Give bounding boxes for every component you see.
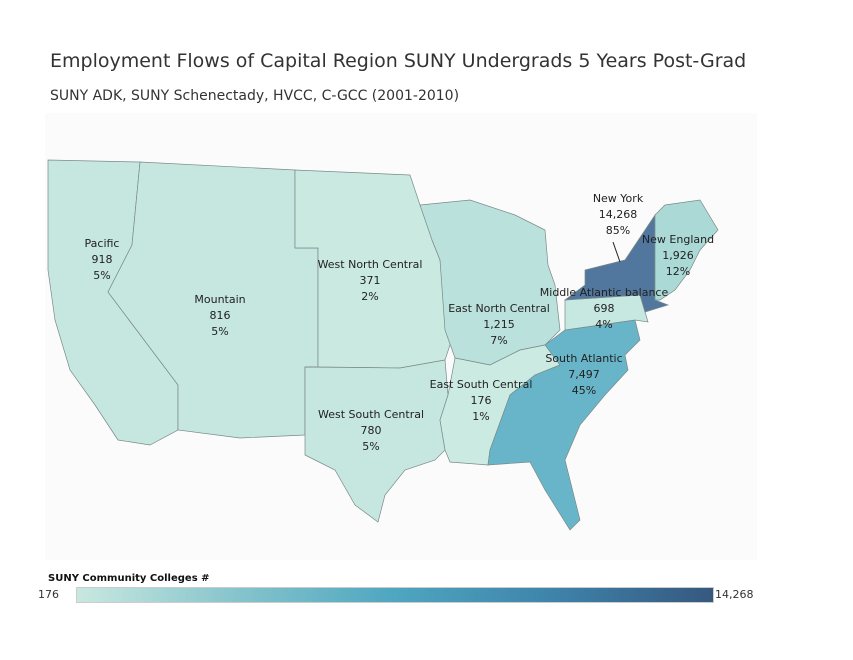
chart-subtitle: SUNY ADK, SUNY Schenectady, HVCC, C-GCC … <box>50 88 460 104</box>
region-label-name: East South Central <box>430 378 533 391</box>
region-label-value: 1,926 <box>662 249 694 262</box>
region-label-name: West South Central <box>318 408 424 421</box>
region-label-value: 918 <box>92 253 113 266</box>
legend-title: SUNY Community Colleges # <box>48 573 210 584</box>
region-label-name: West North Central <box>318 258 423 271</box>
new-york-label-leader <box>612 241 621 263</box>
region-label-pct: 7% <box>490 334 507 347</box>
region-label-pct: 1% <box>472 410 489 423</box>
region-label-value: 1,215 <box>483 318 515 331</box>
region-label-pct: 12% <box>666 265 690 278</box>
region-label-pct: 45% <box>572 384 596 397</box>
chart-title: Employment Flows of Capital Region SUNY … <box>50 50 747 72</box>
region-label-name: New York <box>593 192 644 205</box>
region-label-value: 14,268 <box>599 208 638 221</box>
legend-color-ramp <box>76 587 714 603</box>
region-label-value: 780 <box>361 424 382 437</box>
region-label-name: East North Central <box>448 302 550 315</box>
region-label-name: Middle Atlantic balance <box>540 286 669 299</box>
region-west-south-central[interactable] <box>304 359 449 523</box>
region-label-pct: 2% <box>361 290 378 303</box>
region-label-name: South Atlantic <box>545 352 622 365</box>
region-label-pct: 4% <box>595 318 612 331</box>
region-south-atlantic[interactable] <box>487 319 641 531</box>
region-label-pct: 85% <box>606 224 630 237</box>
region-label-pct: 5% <box>93 269 110 282</box>
region-new-york[interactable] <box>563 213 670 313</box>
legend-max: 14,268 <box>715 588 754 601</box>
legend-min: 176 <box>38 588 59 601</box>
region-label-value: 698 <box>594 302 615 315</box>
region-label-value: 7,497 <box>568 368 600 381</box>
region-label-name: New England <box>642 233 714 246</box>
region-label-pct: 5% <box>362 440 379 453</box>
region-new-england[interactable] <box>654 199 719 301</box>
region-label-name: Mountain <box>194 293 245 306</box>
region-label-value: 371 <box>360 274 381 287</box>
region-label-value: 176 <box>471 394 492 407</box>
region-label-pct: 5% <box>211 325 228 338</box>
region-label-name: Pacific <box>85 237 120 250</box>
region-label-value: 816 <box>210 309 231 322</box>
